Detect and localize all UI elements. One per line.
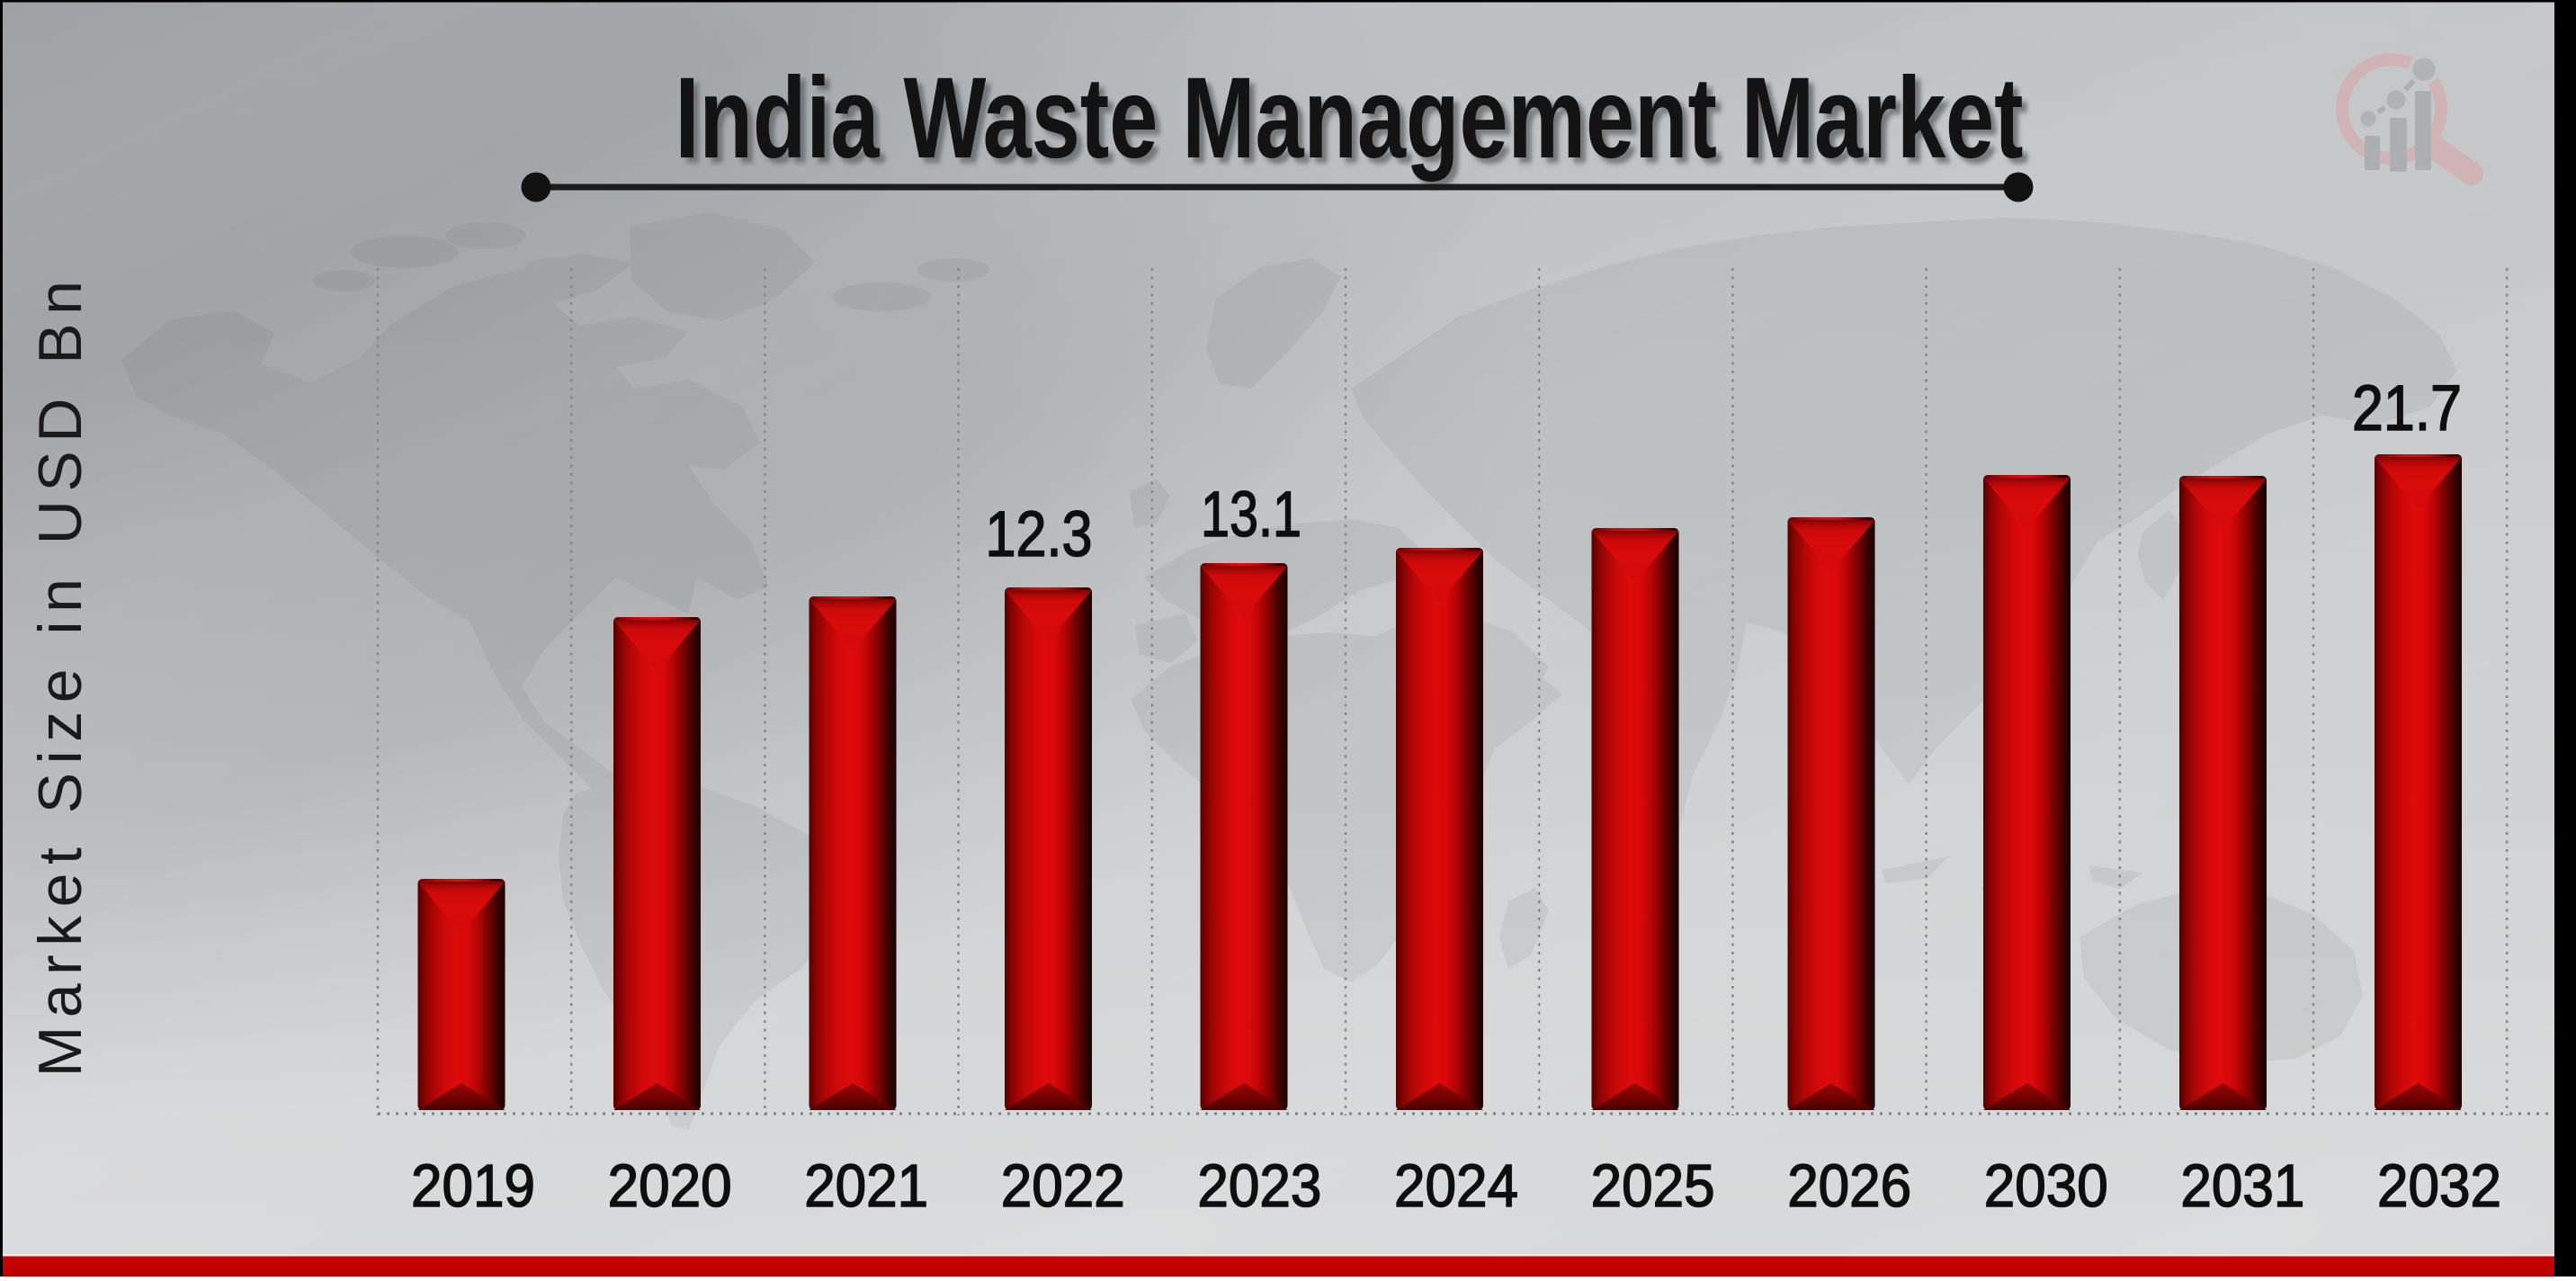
svg-text:2024: 2024: [1394, 1152, 1518, 1220]
svg-text:2026: 2026: [1787, 1152, 1911, 1220]
svg-text:2031: 2031: [2180, 1152, 2304, 1220]
svg-text:2021: 2021: [804, 1152, 928, 1220]
svg-text:India Waste Management Market: India Waste Management Market: [675, 54, 2023, 183]
svg-text:India Waste Management Market: India Waste Management Market: [680, 59, 2028, 188]
svg-text:2023: 2023: [1197, 1152, 1321, 1220]
svg-text:2032: 2032: [2377, 1152, 2501, 1220]
svg-text:2025: 2025: [1591, 1152, 1715, 1220]
svg-text:21.7: 21.7: [2352, 373, 2462, 444]
svg-text:Market Size in USD Bn: Market Size in USD Bn: [26, 273, 94, 1078]
svg-text:2022: 2022: [1001, 1152, 1125, 1220]
svg-text:13.1: 13.1: [1201, 479, 1301, 551]
svg-text:12.3: 12.3: [986, 499, 1093, 570]
svg-text:2030: 2030: [1984, 1152, 2108, 1220]
svg-text:2019: 2019: [411, 1152, 535, 1220]
svg-text:2020: 2020: [608, 1152, 732, 1220]
